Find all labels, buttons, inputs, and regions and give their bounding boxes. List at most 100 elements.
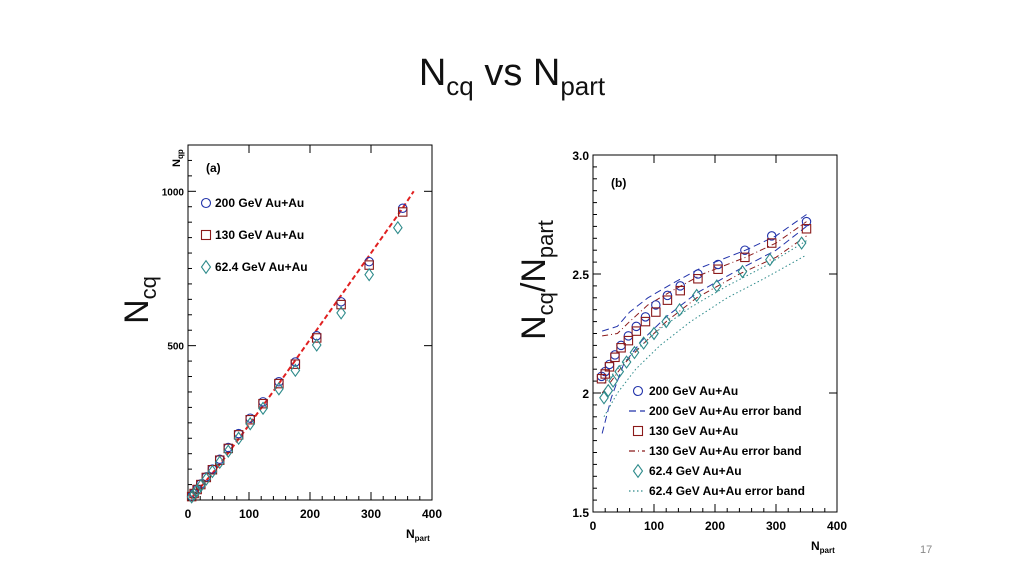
chart-a-panel-label: (a) bbox=[206, 161, 221, 175]
chart-a-xtick-label: 100 bbox=[239, 507, 259, 521]
chart-b-point bbox=[623, 331, 634, 341]
chart-b-point bbox=[675, 281, 685, 291]
chart-b-point bbox=[651, 307, 661, 317]
chart-a-xtick-label: 200 bbox=[300, 507, 320, 521]
chart-b-ytick-label: 3.0 bbox=[572, 149, 589, 163]
chart-b-point bbox=[766, 231, 777, 241]
chart-a-point bbox=[258, 398, 268, 409]
chart-b-point bbox=[621, 355, 632, 369]
chart-a-point bbox=[311, 338, 322, 352]
chart-a-point bbox=[192, 483, 203, 498]
chart-b-point bbox=[604, 362, 615, 372]
chart-a-point bbox=[336, 306, 346, 320]
chart-b-frame bbox=[592, 154, 838, 513]
chart-a-point bbox=[258, 401, 268, 416]
chart-a: 0 100 200 300 400 500 1000 Nqp Npart (a) 200 GeV A… bbox=[162, 144, 442, 543]
chart-a-ylabel: Nqp bbox=[171, 149, 185, 167]
chart-b-panel-label: (b) bbox=[611, 176, 626, 190]
chart-b-ytick-label: 2 bbox=[582, 387, 589, 401]
chart-b-point bbox=[638, 336, 649, 350]
chart-a-point bbox=[207, 464, 218, 479]
chart-a-legend-marker bbox=[200, 197, 212, 209]
chart-b-series-1 bbox=[596, 224, 812, 384]
chart-a-legend-label: 62.4 GeV Au+Au bbox=[215, 260, 308, 274]
chart-b-ytick-label: 2.5 bbox=[572, 268, 589, 282]
chart-b-legend-label: 62.4 GeV Au+Au error band bbox=[649, 484, 805, 498]
chart-b-side-ylabel: Ncq/Npart bbox=[515, 165, 558, 395]
chart-a-point bbox=[274, 378, 284, 389]
chart-a-point bbox=[397, 207, 408, 217]
chart-b-point bbox=[765, 252, 775, 267]
page-number: 17 bbox=[920, 544, 933, 556]
title-text: N bbox=[418, 52, 447, 94]
chart-a-ytick-label: 1000 bbox=[162, 187, 185, 198]
chart-a-point bbox=[245, 416, 256, 431]
chart-a-point bbox=[189, 487, 199, 501]
chart-b-legend-label: 200 GeV Au+Au error band bbox=[649, 404, 802, 418]
side-label-b-text1: N bbox=[515, 315, 553, 340]
chart-b-point bbox=[740, 245, 750, 255]
chart-a-ytick-label: 500 bbox=[167, 342, 184, 353]
chart-a-xtick-label: 300 bbox=[361, 507, 381, 521]
chart-b-point bbox=[693, 274, 703, 284]
chart-a-point bbox=[201, 472, 212, 486]
chart-b-legend-marker bbox=[632, 463, 644, 479]
chart-b-xtick-label: 100 bbox=[644, 519, 664, 533]
chart-b-band-upper-0 bbox=[602, 214, 807, 332]
chart-a-xtick-label: 400 bbox=[422, 507, 442, 521]
chart-b-band-upper-2 bbox=[603, 240, 807, 384]
chart-b-xtick-label: 200 bbox=[705, 519, 725, 533]
chart-a-point bbox=[223, 443, 234, 454]
chart-b-point bbox=[801, 216, 812, 227]
chart-b-legend-marker bbox=[632, 425, 644, 437]
chart-b-point bbox=[631, 326, 642, 336]
chart-b-point bbox=[675, 285, 685, 296]
chart-a-point bbox=[233, 431, 244, 446]
chart-b-legend-marker bbox=[632, 385, 644, 397]
chart-b-point bbox=[711, 279, 722, 293]
chart-a-point bbox=[274, 382, 284, 396]
chart-b-point bbox=[737, 264, 748, 279]
slide-title: Ncq vs Npart bbox=[0, 52, 1024, 102]
chart-b-xlabel-sub: part bbox=[820, 546, 835, 555]
chart-b-series-2 bbox=[599, 236, 807, 405]
chart-b-point bbox=[603, 383, 614, 398]
chart-a-legend-label: 200 GeV Au+Au bbox=[215, 196, 304, 210]
chart-a-ylabel-sub: qp bbox=[176, 149, 185, 159]
chart-a-point bbox=[290, 363, 301, 378]
chart-a-legend-marker bbox=[200, 259, 212, 275]
title-subscript-cq: cq bbox=[446, 71, 474, 101]
chart-b-point bbox=[610, 352, 620, 363]
chart-a-point bbox=[364, 267, 375, 282]
chart-b-point bbox=[662, 295, 673, 305]
chart-b-point bbox=[740, 252, 750, 263]
chart-a-point bbox=[214, 455, 225, 470]
chart-b-xtick-label: 300 bbox=[766, 519, 786, 533]
chart-a-point bbox=[274, 377, 284, 387]
chart-b-point bbox=[713, 259, 723, 270]
chart-b-xtick-label: 0 bbox=[590, 519, 597, 533]
chart-a-legend-label: 130 GeV Au+Au bbox=[215, 228, 304, 242]
chart-b-point bbox=[649, 326, 659, 341]
chart-b-point bbox=[691, 288, 702, 303]
chart-a-xtick-label: 0 bbox=[185, 507, 192, 521]
chart-b-point bbox=[614, 364, 625, 379]
chart-a-point bbox=[245, 414, 255, 425]
chart-b-legend-label: 200 GeV Au+Au bbox=[649, 384, 738, 398]
chart-a-point bbox=[233, 430, 244, 440]
chart-b-point bbox=[651, 300, 661, 310]
chart-b-point bbox=[599, 390, 609, 405]
chart-b-legend-label: 130 GeV Au+Au error band bbox=[649, 444, 802, 458]
chart-b-point bbox=[662, 290, 673, 301]
chart-a-point bbox=[336, 299, 346, 310]
chart-b-band-lower-2 bbox=[603, 254, 807, 418]
chart-b-band-lower-1 bbox=[601, 235, 807, 394]
chart-b-point bbox=[640, 312, 651, 322]
chart-a-point bbox=[336, 297, 346, 307]
chart-b-xtick-label: 400 bbox=[827, 519, 847, 533]
chart-b-point bbox=[674, 302, 685, 317]
chart-b-point bbox=[693, 269, 703, 279]
chart-b-point bbox=[608, 374, 619, 388]
chart-a-xlabel-sub: part bbox=[415, 534, 430, 543]
chart-a-point bbox=[364, 256, 374, 267]
